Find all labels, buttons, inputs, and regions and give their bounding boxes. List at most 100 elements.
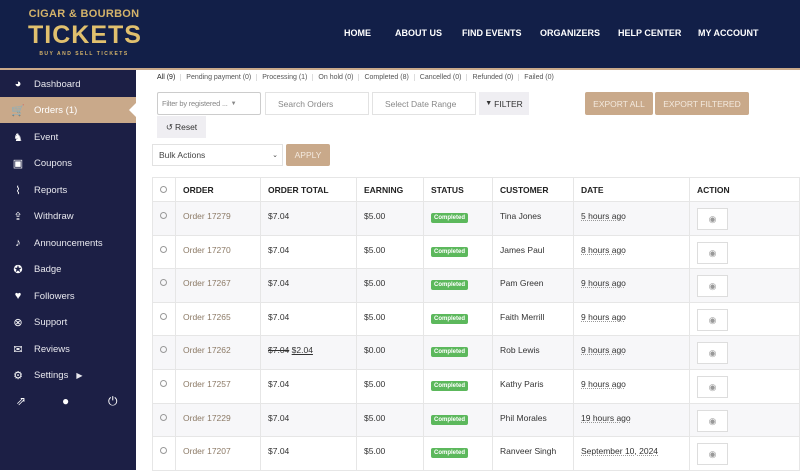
view-order-button[interactable]: ◉ xyxy=(697,443,728,466)
lifebuoy-icon: ⊗ xyxy=(13,316,23,329)
select-all-checkbox[interactable] xyxy=(160,185,167,193)
order-link[interactable]: Order 17270 xyxy=(183,244,231,255)
order-total-cell: $7.04 xyxy=(260,301,357,337)
tab-refunded[interactable]: Refunded (0) xyxy=(467,74,520,81)
order-link[interactable]: Order 17267 xyxy=(183,278,231,289)
power-icon[interactable]: ⏻ xyxy=(108,394,118,408)
tab-on-hold[interactable]: On hold (0) xyxy=(313,74,360,81)
view-order-button[interactable]: ◉ xyxy=(697,409,728,432)
row-checkbox-cell xyxy=(152,201,176,236)
status-badge: Completed xyxy=(431,380,469,391)
bulk-actions-select[interactable]: Bulk Actions ⌄ xyxy=(152,144,283,166)
eye-icon: ◉ xyxy=(708,348,717,359)
customer-cell: Rob Lewis xyxy=(492,335,574,370)
search-orders-input[interactable]: Search Orders xyxy=(265,92,369,115)
sidebar-item-dashboard[interactable]: ◕ Dashboard xyxy=(0,71,136,97)
order-link[interactable]: Order 17257 xyxy=(183,378,231,389)
filter-button[interactable]: ▼ FILTER xyxy=(479,92,529,115)
logo[interactable]: CIGAR & BOURBON TICKETS BUY AND SELL TIC… xyxy=(28,8,141,58)
tab-processing[interactable]: Processing (1) xyxy=(257,74,314,81)
customer-filter-select[interactable]: Filter by registered ... ▼ xyxy=(157,92,261,115)
sidebar-item-coupons[interactable]: ▣ Coupons xyxy=(0,150,136,176)
sidebar-item-label: Support xyxy=(34,316,68,328)
earning-cell: $5.00 xyxy=(356,301,424,337)
action-cell: ◉ xyxy=(689,201,800,236)
sidebar-item-withdraw[interactable]: ⇪ Withdraw xyxy=(0,203,136,229)
sidebar-item-reports[interactable]: ⌇ Reports xyxy=(0,177,136,203)
order-cell: Order 17265 xyxy=(175,301,261,337)
earning-cell: $5.00 xyxy=(356,436,424,471)
order-link[interactable]: Order 17262 xyxy=(183,345,231,356)
logo-line3: BUY AND SELL TICKETS xyxy=(39,51,129,57)
event-icon: ♞ xyxy=(13,131,23,144)
col-customer: CUSTOMER xyxy=(492,177,574,202)
row-checkbox[interactable] xyxy=(160,346,167,354)
row-checkbox[interactable] xyxy=(160,212,167,219)
earning-cell: $5.00 xyxy=(356,402,424,438)
status-cell: Completed xyxy=(423,368,493,404)
sidebar-item-badge[interactable]: ✪ Badge xyxy=(0,256,136,282)
row-checkbox[interactable] xyxy=(160,312,167,320)
order-date: 5 hours ago xyxy=(581,211,626,221)
reset-button[interactable]: ↺ Reset xyxy=(157,116,206,138)
nav-about-us[interactable]: ABOUT US xyxy=(395,28,442,38)
tab-all[interactable]: All (9) xyxy=(157,74,182,81)
export-filtered-button[interactable]: EXPORT FILTERED xyxy=(655,92,749,115)
row-checkbox-cell xyxy=(152,234,176,270)
eye-icon: ◉ xyxy=(708,247,717,258)
tab-cancelled[interactable]: Cancelled (0) xyxy=(415,74,468,81)
date-range-input[interactable]: Select Date Range xyxy=(372,92,476,115)
sidebar-item-label: Orders (1) xyxy=(34,104,78,116)
heart-icon: ♥ xyxy=(14,290,22,302)
sidebar-item-label: Announcements xyxy=(34,237,103,249)
order-cell: Order 17207 xyxy=(175,436,261,471)
badge-icon: ✪ xyxy=(13,263,23,276)
view-order-button[interactable]: ◉ xyxy=(697,375,728,398)
view-order-button[interactable]: ◉ xyxy=(697,342,728,365)
user-icon[interactable]: ● xyxy=(62,394,70,408)
view-order-button[interactable]: ◉ xyxy=(697,275,728,298)
tab-completed[interactable]: Completed (8) xyxy=(359,74,415,81)
reset-label: Reset xyxy=(174,122,198,132)
nav-home[interactable]: HOME xyxy=(344,28,371,38)
sidebar-item-reviews[interactable]: ✉ Reviews xyxy=(0,336,136,362)
external-link-icon[interactable]: ⇗ xyxy=(16,394,27,408)
sidebar-item-settings[interactable]: ⚙ Settings ▶ xyxy=(0,362,136,388)
earning-cell: $5.00 xyxy=(356,234,424,270)
nav-find-events[interactable]: FIND EVENTS xyxy=(462,28,522,38)
sidebar-item-label: Dashboard xyxy=(34,78,81,90)
row-checkbox[interactable] xyxy=(160,413,167,421)
sidebar-item-support[interactable]: ⊗ Support xyxy=(0,309,136,335)
row-checkbox[interactable] xyxy=(160,379,167,387)
order-link[interactable]: Order 17207 xyxy=(183,446,231,457)
order-cell: Order 17279 xyxy=(175,201,261,236)
export-all-button[interactable]: EXPORT ALL xyxy=(585,92,653,115)
apply-button[interactable]: APPLY xyxy=(286,144,330,166)
eye-icon: ◉ xyxy=(708,314,717,325)
order-link[interactable]: Order 17265 xyxy=(183,311,231,322)
tab-pending[interactable]: Pending payment (0) xyxy=(181,74,258,81)
customer-cell: James Paul xyxy=(492,234,574,270)
sidebar-item-label: Reviews xyxy=(34,343,70,355)
view-order-button[interactable]: ◉ xyxy=(697,241,728,264)
view-order-button[interactable]: ◉ xyxy=(697,308,728,331)
nav-organizers[interactable]: ORGANIZERS xyxy=(540,28,601,38)
sidebar-item-followers[interactable]: ♥ Followers xyxy=(0,283,136,309)
action-cell: ◉ xyxy=(689,234,800,270)
sidebar-item-event[interactable]: ♞ Event xyxy=(0,124,136,150)
date-cell: 8 hours ago xyxy=(573,234,690,270)
sidebar-item-announcements[interactable]: ♪ Announcements xyxy=(0,230,136,256)
row-checkbox[interactable] xyxy=(160,245,167,253)
view-order-button[interactable]: ◉ xyxy=(697,208,728,230)
sidebar-item-orders[interactable]: 🛒 Orders (1) xyxy=(0,97,136,123)
earning-cell: $5.00 xyxy=(356,268,424,303)
eye-icon: ◉ xyxy=(708,381,717,392)
row-checkbox[interactable] xyxy=(160,447,167,455)
tab-failed[interactable]: Failed (0) xyxy=(524,74,554,81)
order-link[interactable]: Order 17229 xyxy=(183,412,231,423)
order-link[interactable]: Order 17279 xyxy=(183,211,231,221)
row-checkbox[interactable] xyxy=(160,279,167,287)
nav-my-account[interactable]: MY ACCOUNT xyxy=(698,28,759,38)
order-total: $7.04 xyxy=(268,244,290,255)
nav-help-center[interactable]: HELP CENTER xyxy=(618,28,682,38)
